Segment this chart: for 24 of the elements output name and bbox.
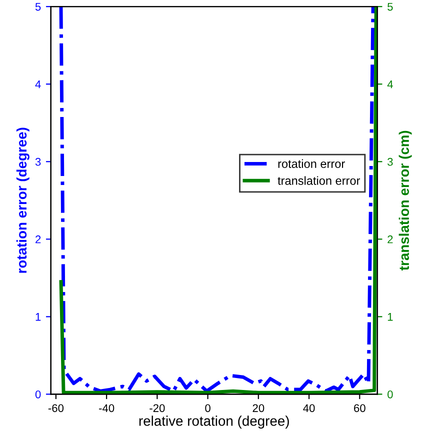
y-tick-label: 3 xyxy=(35,158,41,166)
x-tick-label: -60 xyxy=(48,404,64,412)
x-tick-label: 40 xyxy=(303,404,315,412)
y-tick-label: 4 xyxy=(35,80,41,88)
y2-tick-label: 3 xyxy=(388,158,393,166)
y2-tick-label: 0 xyxy=(388,390,393,398)
x-tick-label: 0 xyxy=(205,404,210,412)
y2-tick-label: 4 xyxy=(387,80,393,88)
x-tick-label: 60 xyxy=(354,404,366,412)
y-tick-label: 0 xyxy=(35,390,41,398)
y2-tick-label: 5 xyxy=(388,2,393,11)
x-tick-label: -40 xyxy=(99,404,114,412)
x-tick-label: 20 xyxy=(252,404,264,412)
y2-tick-label: 2 xyxy=(388,235,393,244)
x-axis-title: relative rotation (degree) xyxy=(139,416,289,429)
legend-label: translation error xyxy=(278,176,360,185)
y2-axis-title: translation error (cm) xyxy=(398,130,412,270)
y-tick-label: 2 xyxy=(36,235,41,244)
y2-tick-label: 1 xyxy=(388,313,393,321)
y-axis-title: rotation error (degree) xyxy=(16,128,30,273)
legend-label: rotation error xyxy=(278,159,345,168)
y-tick-label: 5 xyxy=(35,2,41,11)
y-tick-label: 1 xyxy=(36,313,41,321)
x-tick-label: -20 xyxy=(150,404,165,412)
